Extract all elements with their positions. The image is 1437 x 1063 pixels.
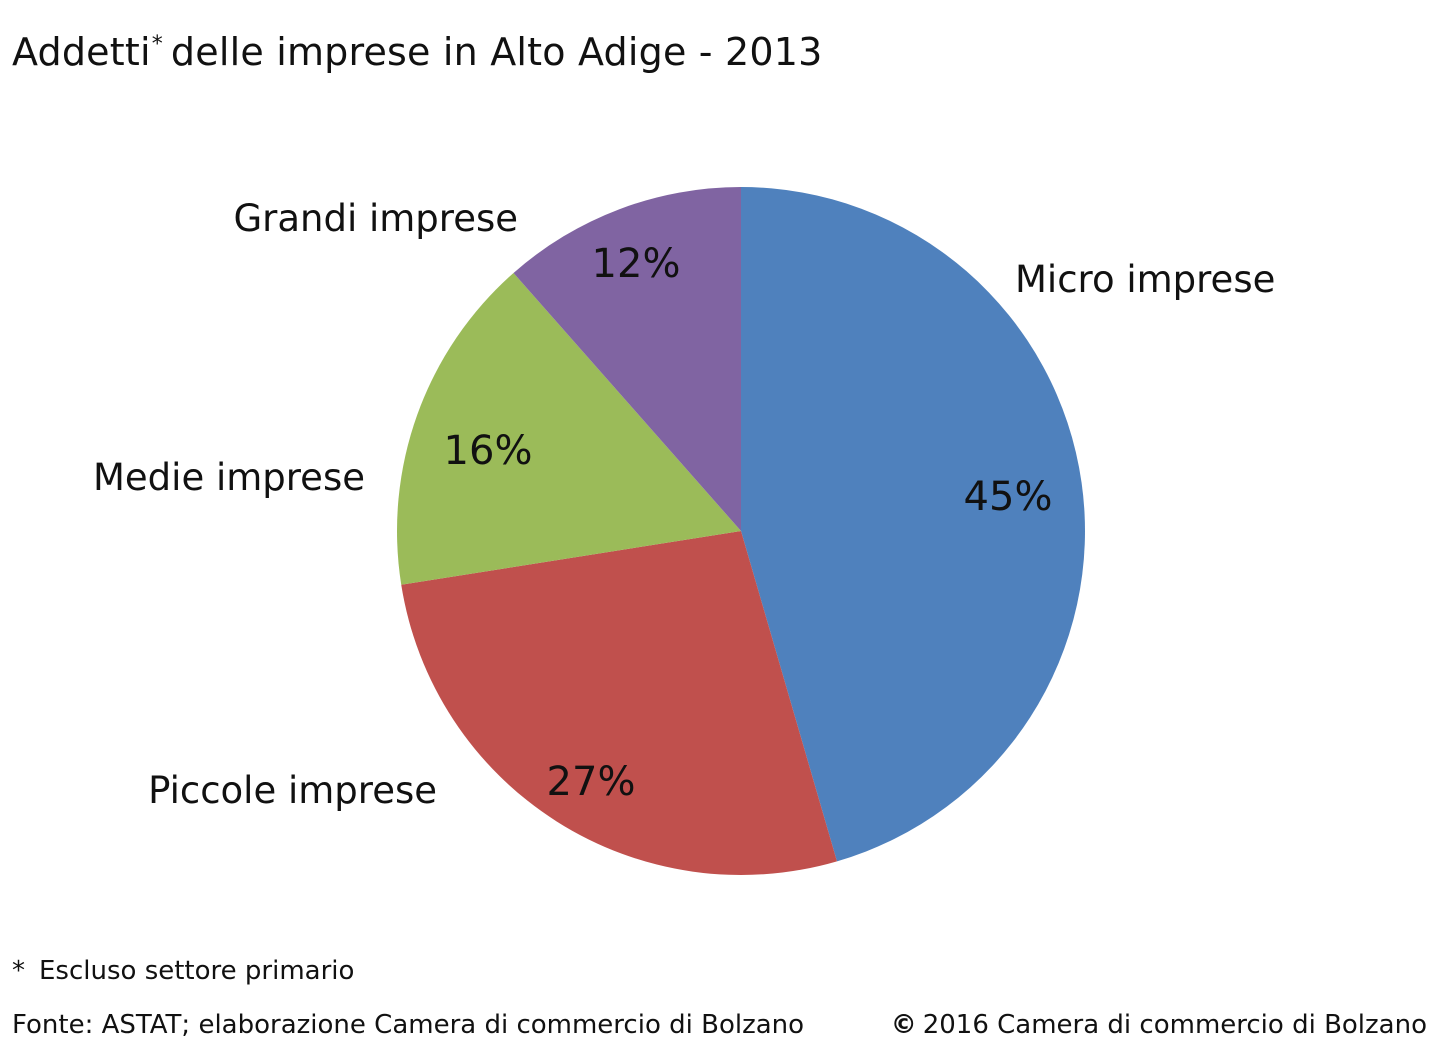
pie-percent-label: 45%: [964, 474, 1053, 520]
copyright-text: 2016 Camera di commercio di Bolzano: [922, 1010, 1427, 1040]
pie-slice-micro-imprese: [741, 187, 1085, 862]
chart-title-rest: delle imprese in Alto Adige - 2013: [170, 30, 823, 74]
pie-category-label: Grandi imprese: [233, 197, 518, 240]
pie-slices: [397, 187, 1085, 875]
pie-labels: 45% Micro imprese 27% Piccole imprese 16% Med…: [93, 197, 1275, 812]
chart-title-asterisk: *: [151, 32, 163, 57]
copyright-symbol: ©: [890, 1010, 917, 1040]
pie-category-label: Micro imprese: [1015, 258, 1275, 301]
footnote-marker: *: [12, 956, 25, 986]
pie-percent-label: 27%: [547, 759, 636, 805]
source-note: Fonte: ASTAT; elaborazione Camera di com…: [12, 1010, 805, 1040]
chart-title-main: Addetti: [12, 30, 151, 74]
pie-slice-piccole-imprese: [401, 531, 837, 875]
pie-percent-label: 12%: [592, 241, 681, 287]
pie-slice-medie-imprese: [397, 272, 741, 585]
pie-slice-grandi-imprese: [513, 187, 741, 531]
pie-category-label: Piccole imprese: [148, 769, 437, 812]
chart-title: Addetti* delle imprese in Alto Adige - 20…: [12, 30, 823, 74]
pie-percent-label: 16%: [444, 428, 533, 474]
footnote-text: Escluso settore primario: [39, 956, 355, 986]
pie-category-label: Medie imprese: [93, 456, 365, 499]
footnote: * Escluso settore primario: [12, 956, 354, 986]
copyright-note: © 2016 Camera di commercio di Bolzano: [891, 1010, 1427, 1040]
